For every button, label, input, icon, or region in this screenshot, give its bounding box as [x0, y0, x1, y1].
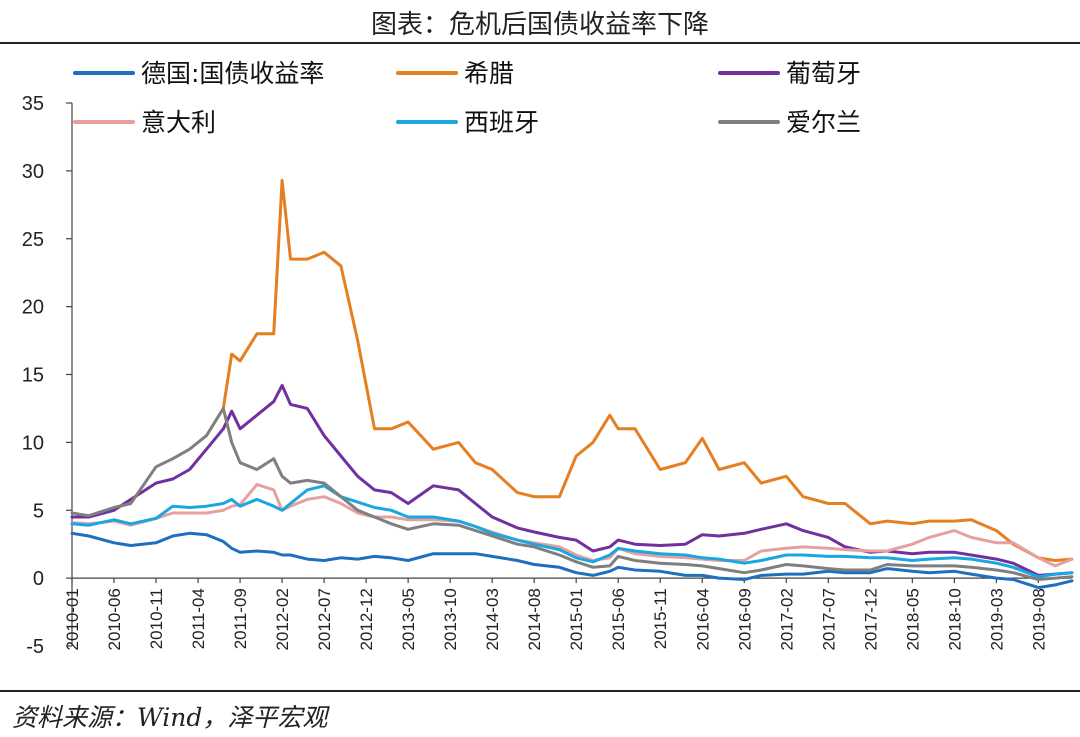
series-lines [70, 178, 1074, 590]
x-tick-label: 2014-08 [525, 588, 544, 650]
x-tick-label: 2018-10 [945, 588, 964, 650]
x-tick-label: 2013-10 [441, 588, 460, 650]
series-line-1 [70, 531, 1074, 590]
x-tick-label: 2016-04 [693, 588, 712, 650]
legend-label: 爱尔兰 [786, 108, 861, 137]
x-axis-ticks: 2010-01 2010-06 2010-11 2011-04 2011-09 2012-… [63, 578, 1048, 651]
y-tick-label: 10 [22, 432, 44, 454]
x-tick-label: 2012-07 [315, 588, 334, 650]
x-tick-label: 2017-12 [861, 588, 880, 650]
legend-label: 葡萄牙 [786, 59, 861, 88]
series-line-3 [70, 383, 1074, 577]
x-tick-label: 2016-09 [735, 588, 754, 650]
legend-label: 意大利 [141, 108, 216, 137]
y-tick-label: 15 [22, 365, 44, 387]
x-tick-label: 2017-07 [819, 588, 838, 650]
series-line-2 [221, 178, 1074, 562]
x-tick-label: 2010-11 [147, 588, 166, 649]
x-tick-label: 2015-11 [651, 588, 670, 649]
title-divider [0, 42, 1080, 44]
y-tick-label: -5 [26, 636, 44, 658]
source-note: 资料来源：Wind，泽平宏观 [12, 703, 328, 732]
source-divider [0, 690, 1080, 692]
x-tick-label: 2010-06 [105, 588, 124, 650]
x-tick-label: 2018-05 [903, 588, 922, 650]
legend-label: 西班牙 [464, 108, 539, 137]
y-tick-label: 35 [22, 93, 44, 115]
x-tick-label: 2015-06 [609, 588, 628, 650]
x-tick-label: 2014-03 [483, 588, 502, 650]
series-line-5 [70, 484, 1074, 579]
y-tick-label: 0 [33, 568, 44, 590]
chart-title: 图表：危机后国债收益率下降 [370, 10, 709, 40]
y-axis-ticks: -5 0 5 10 15 20 25 30 35 [22, 93, 72, 658]
series-line-6 [70, 406, 1074, 581]
x-tick-label: 2019-08 [1029, 588, 1048, 650]
x-tick-label: 2017-02 [777, 588, 796, 650]
x-tick-label: 2019-03 [987, 588, 1006, 650]
x-tick-label: 2013-05 [399, 588, 418, 650]
x-tick-label: 2011-04 [189, 588, 208, 649]
x-tick-label: 2010-01 [63, 588, 82, 650]
y-tick-label: 5 [33, 500, 44, 522]
line-chart: 2010-01 2010-06 2010-11 2011-04 2011-09 2012-… [22, 59, 1074, 658]
x-tick-label: 2011-09 [231, 588, 250, 649]
legend-label: 希腊 [464, 59, 514, 88]
legend-label: 德国:国债收益率 [141, 59, 324, 88]
x-tick-label: 2015-01 [567, 588, 586, 650]
y-tick-label: 30 [22, 161, 44, 183]
y-tick-label: 25 [22, 229, 44, 251]
y-tick-label: 20 [22, 297, 44, 319]
x-tick-label: 2012-12 [357, 588, 376, 650]
x-tick-label: 2012-02 [273, 588, 292, 650]
